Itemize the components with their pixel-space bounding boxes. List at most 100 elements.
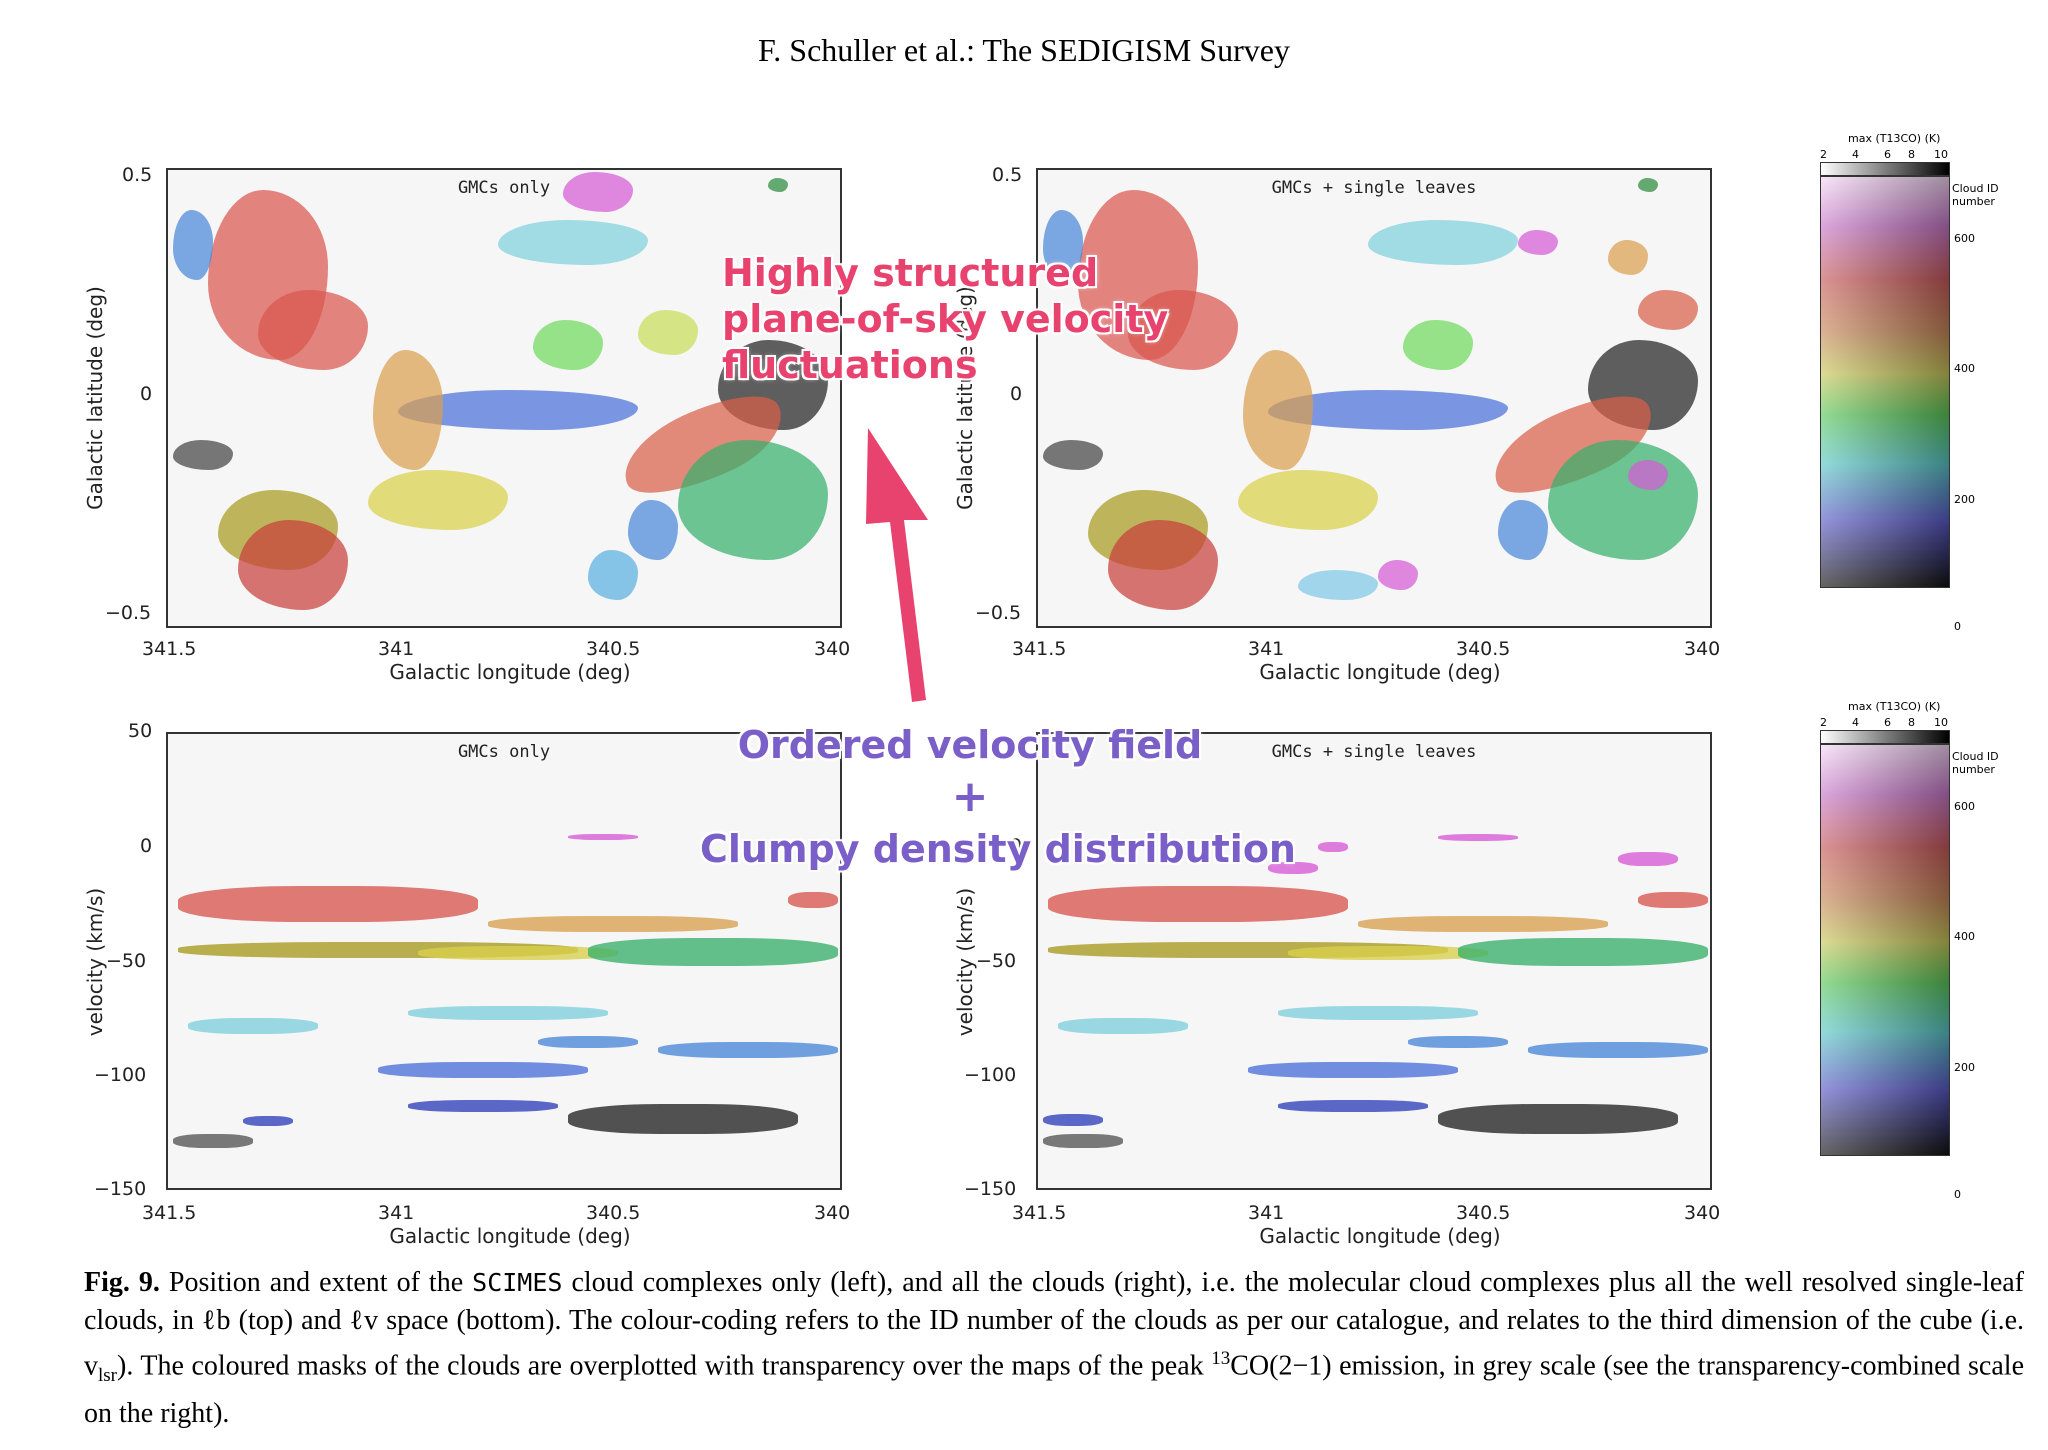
id-tick: 0	[1954, 620, 1961, 633]
cloud-mask-green	[1638, 178, 1658, 192]
id-tick: 200	[1954, 493, 1975, 506]
panel-title: GMCs only	[457, 742, 551, 762]
cloud-mask-lightblue	[588, 550, 638, 600]
id-scale-bar	[1820, 176, 1950, 588]
colorbar-title: max (T13CO) (K)	[1848, 132, 1941, 145]
caption-code: SCIMES	[472, 1268, 563, 1297]
cloud-mask-green	[1403, 320, 1473, 370]
gray-tick: 8	[1908, 148, 1915, 161]
gray-tick: 4	[1852, 148, 1859, 161]
id-scale-bar	[1820, 744, 1950, 1156]
cloud-mask-yellow	[418, 946, 618, 960]
id-tick: 200	[1954, 1061, 1975, 1074]
y-axis-label: Galactic latitude (deg)	[83, 286, 107, 510]
cloud-mask-orange	[488, 916, 738, 932]
cloud-mask-gray	[173, 440, 233, 470]
cloud-mask-cyan	[188, 1018, 318, 1034]
caption-text: CO(2−1) emission, in grey scale (see the…	[84, 1350, 2024, 1429]
x-axis-label: Galactic longitude (deg)	[1259, 660, 1501, 684]
cloud-mask-teal	[678, 440, 828, 560]
cloud-mask-orange	[1608, 240, 1648, 275]
gray-scale-bar	[1820, 730, 1950, 744]
id-tick: 400	[1954, 930, 1975, 943]
cloud-mask-blue	[1408, 1036, 1508, 1048]
cloud-mask-gray	[1043, 440, 1103, 470]
cloud-mask-cyan	[1368, 220, 1518, 265]
cloud-mask-magenta	[568, 834, 638, 840]
y-tick-label: 0.5	[122, 164, 153, 186]
cloud-mask-blue	[173, 210, 213, 280]
cloud-mask-blue	[538, 1036, 638, 1048]
cloud-mask-blue	[1528, 1042, 1708, 1058]
gray-tick: 6	[1884, 148, 1891, 161]
y-tick-label: −150	[94, 1178, 147, 1200]
gray-tick: 10	[1934, 716, 1948, 729]
cloud-mask-green	[1458, 938, 1708, 966]
x-tick-label: 340.5	[586, 638, 641, 660]
cloud-mask-orange	[1358, 916, 1608, 932]
x-tick-label: 341	[378, 638, 415, 660]
y-tick-label: −50	[106, 950, 147, 972]
x-tick-label: 341	[1248, 638, 1285, 660]
x-axis-label: Galactic longitude (deg)	[389, 660, 631, 684]
gray-tick: 6	[1884, 716, 1891, 729]
annotation-plus: +	[951, 771, 989, 822]
cloud-mask-cyan	[1278, 1006, 1478, 1020]
id-tick: 600	[1954, 800, 1975, 813]
gray-tick: 8	[1908, 716, 1915, 729]
x-tick-label: 341.5	[1012, 638, 1067, 660]
cloud-mask-teal	[1548, 440, 1698, 560]
cloud-mask-red	[238, 520, 348, 610]
y-tick-label: 0.5	[992, 164, 1023, 186]
cloud-mask-navy	[1043, 1114, 1103, 1126]
annotation-arrow-icon	[866, 428, 928, 702]
x-axis-label: Galactic longitude (deg)	[389, 1224, 631, 1248]
cloud-mask-cyan	[1058, 1018, 1188, 1034]
caption-superscript: 13	[1211, 1348, 1231, 1369]
cloud-mask-orange	[373, 350, 443, 470]
cloud-mask-magenta	[563, 172, 633, 212]
cloud-mask-gray	[173, 1134, 253, 1148]
x-tick-label: 340.5	[586, 1202, 641, 1224]
colorbar-title: max (T13CO) (K)	[1848, 700, 1941, 713]
figure-caption: Fig. 9. Position and extent of the SCIME…	[84, 1264, 2024, 1433]
cloud-mask-gray	[1043, 1134, 1123, 1148]
gray-tick: 2	[1820, 148, 1827, 161]
colorbar-id-label: Cloud ID number	[1952, 750, 1999, 776]
caption-subscript: lsr	[98, 1364, 117, 1386]
caption-text: Position and extent of the	[159, 1267, 473, 1298]
annotation-velocity-field: Ordered velocity field + Clumpy density …	[700, 722, 1296, 872]
cloud-mask-yellow	[1288, 946, 1488, 960]
cloud-mask-lightblue	[1298, 570, 1378, 600]
cloud-mask-navy	[243, 1116, 293, 1126]
cloud-mask-salmon	[1638, 290, 1698, 330]
cloud-mask-black	[568, 1104, 798, 1134]
panel-lb-gmcs: GMCs only	[166, 168, 842, 628]
cloud-mask-magenta	[1618, 852, 1678, 866]
y-axis-label: velocity (km/s)	[83, 887, 107, 1037]
x-tick-label: 340	[814, 638, 851, 660]
cloud-mask-navy	[408, 1100, 558, 1112]
cloud-mask-green	[533, 320, 603, 370]
cloud-mask-cyan	[498, 220, 648, 265]
cloud-mask-blue	[628, 500, 678, 560]
cloud-mask-blue	[658, 1042, 838, 1058]
annotation-plane-of-sky: Highly structured plane-of-sky velocity …	[722, 250, 1168, 388]
id-tick: 0	[1954, 1188, 1961, 1201]
x-tick-label: 341.5	[142, 1202, 197, 1224]
annotation-line: Clumpy density distribution	[700, 827, 1296, 871]
figure-number: Fig. 9.	[84, 1267, 160, 1298]
id-tick: 600	[1954, 232, 1975, 245]
y-axis-label: velocity (km/s)	[953, 887, 977, 1037]
x-tick-label: 340	[814, 1202, 851, 1224]
panel-title: GMCs + single leaves	[1271, 742, 1477, 762]
x-tick-label: 341.5	[1012, 1202, 1067, 1224]
cloud-mask-red	[1048, 886, 1348, 922]
y-tick-label: −150	[964, 1178, 1017, 1200]
x-tick-label: 340.5	[1456, 638, 1511, 660]
cloud-mask-magenta	[1318, 842, 1348, 852]
cloud-mask-red	[178, 886, 478, 922]
y-tick-label: 0	[140, 383, 153, 405]
x-tick-label: 341.5	[142, 638, 197, 660]
cloud-mask-blue	[1043, 210, 1083, 280]
